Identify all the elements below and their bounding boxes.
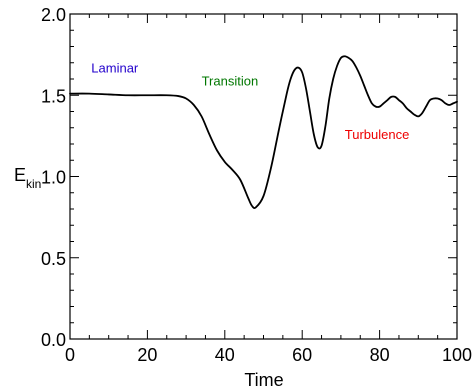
annotation-label: Transition — [202, 74, 259, 89]
series-layer — [69, 55, 458, 209]
y-tick-label: 2.0 — [41, 5, 66, 25]
series-line — [69, 55, 458, 209]
y-tick-label: 0.0 — [41, 330, 66, 350]
annotation-label: Turbulence — [345, 127, 410, 142]
annotation-label: Laminar — [91, 61, 139, 76]
x-tick-label: 0 — [65, 345, 75, 365]
x-axis-label: Time — [244, 370, 283, 390]
x-tick-label: 100 — [442, 345, 472, 365]
y-axis-label: Ekin — [14, 165, 41, 191]
x-tick-label: 20 — [137, 345, 157, 365]
y-axis-label-subscript: kin — [26, 177, 41, 191]
x-tick-label: 80 — [370, 345, 390, 365]
y-tick-label: 0.5 — [41, 249, 66, 269]
ticks: 0 20 40 60 80 100 0.0 0.5 1.0 1.5 2.0 — [41, 5, 472, 365]
y-tick-label: 1.5 — [41, 86, 66, 106]
x-tick-label: 60 — [292, 345, 312, 365]
y-tick-label: 1.0 — [41, 168, 66, 188]
y-axis-label-main: E — [14, 165, 26, 185]
annotations: Laminar Transition Turbulence — [91, 61, 409, 143]
x-tick-label: 40 — [215, 345, 235, 365]
